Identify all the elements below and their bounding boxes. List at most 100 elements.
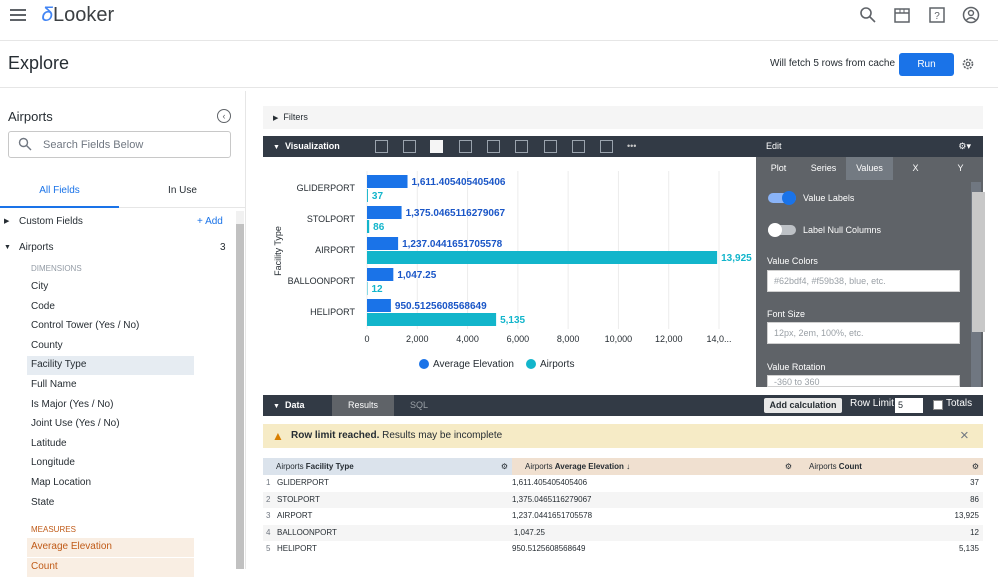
warning-icon: ▲ [272,429,284,443]
field-control-tower-yes-no[interactable]: Control Tower (Yes / No) [0,316,235,336]
category-label: HELIPORT [310,307,355,317]
tab-plot[interactable]: Plot [770,163,787,173]
bar-viz-icon[interactable] [430,140,443,153]
value-labels-toggle[interactable] [768,191,796,205]
cell-count: 12 [970,527,979,537]
add-calculation-button[interactable]: Add calculation [764,398,842,413]
field-code[interactable]: Code [0,297,235,317]
visualization-bar[interactable]: ▼ Visualization ••• [263,136,756,157]
field-search-input[interactable]: Search Fields Below [8,131,231,158]
field-city[interactable]: City [0,277,235,297]
field-label: Facility Type [31,359,87,371]
fetch-status: Will fetch 5 rows from cache [770,58,896,69]
field-label: Longitude [31,457,75,469]
dimensions-heading: DIMENSIONS [31,264,82,273]
totals-checkbox[interactable] [933,400,943,410]
tab-series[interactable]: Series [810,163,837,173]
run-button[interactable]: Run [899,53,954,76]
field-is-major-yes-no[interactable]: Is Major (Yes / No) [0,395,235,415]
sort-desc-icon: ↓ [626,462,631,471]
single-value-viz-icon[interactable] [600,140,613,153]
field-latitude[interactable]: Latitude [0,434,235,454]
looker-logo[interactable]: 𝛿Looker [42,4,115,26]
cell-facility-type: STOLPORT [277,494,320,504]
table-viz-icon[interactable] [375,140,388,153]
visualization-label: Visualization [284,141,340,151]
field-count[interactable]: Count [0,557,235,577]
tab-values[interactable]: Values [846,157,893,180]
row-number: 5 [266,544,271,553]
column-gear-icon[interactable]: ⚙ [971,462,979,471]
cell-count: 86 [970,494,979,504]
row-limit-warning: ▲ Row limit reached. Results may be inco… [263,424,983,448]
bar-average-elevation [367,268,394,281]
font-size-input[interactable]: 12px, 2em, 100%, etc. [767,322,960,344]
edit-panel-header: Edit ⚙▾ [756,136,983,157]
column-gear-icon[interactable]: ⚙ [784,462,792,471]
filters-section[interactable]: ▶ Filters [263,106,983,129]
field-full-name[interactable]: Full Name [0,375,235,395]
tab-sql[interactable]: SQL [410,400,429,410]
field-state[interactable]: State [0,493,235,513]
column-header-facility-type[interactable]: Airports Facility Type ⚙ [263,458,512,475]
tab-y[interactable]: Y [957,163,964,173]
search-icon[interactable] [859,6,877,24]
column-header-average-elevation[interactable]: Airports Average Elevation ↓ ⚙ [512,458,796,475]
field-label: Control Tower (Yes / No) [31,320,140,332]
table-row: 1 GLIDERPORT 1,611.405405405406 37 [263,475,983,491]
map-viz-icon[interactable] [572,140,585,153]
edit-gear-icon[interactable]: ⚙▾ [958,141,971,151]
field-label: Is Major (Yes / No) [31,398,114,410]
add-custom-field-button[interactable]: + Add [197,216,223,227]
table-row: 5 HELIPORT 950.5125608568649 5,135 [263,541,983,557]
label-null-columns-toggle[interactable] [768,223,796,237]
value-rotation-input[interactable]: -360 to 360 [767,375,960,387]
svg-text:?: ? [934,11,940,22]
settings-gear-icon[interactable] [961,57,975,71]
custom-fields-row[interactable]: ▶ Custom Fields + Add [0,212,235,232]
bar-airports [367,251,718,264]
field-label: Latitude [31,437,67,449]
row-number: 2 [266,494,271,504]
collapse-panel-icon[interactable]: ‹ [217,109,231,123]
row-limit-input[interactable]: 5 [895,398,923,413]
menu-icon[interactable] [10,9,26,21]
tab-results[interactable]: Results [332,395,394,416]
field-county[interactable]: County [0,336,235,356]
column-viz-icon[interactable] [403,140,416,153]
data-label: 950.5125608568649 [395,301,487,312]
category-label: STOLPORT [307,214,356,224]
field-facility-type[interactable]: Facility Type [0,355,235,375]
help-icon[interactable]: ? [928,6,946,24]
explore-name: Airports [8,109,53,124]
view-airports-row[interactable]: ▼ Airports 3 [0,238,235,258]
edit-panel-scrollbar[interactable] [971,182,985,387]
chevron-down-icon: ▼ [4,244,11,251]
data-label: 1,611.405405405406 [412,177,506,188]
view-label: Airports [19,242,54,253]
close-icon[interactable]: × [960,427,969,444]
tab-x[interactable]: X [912,163,919,173]
field-longitude[interactable]: Longitude [0,453,235,473]
account-icon[interactable] [962,6,980,24]
chevron-down-icon: ▼ [273,403,280,410]
field-label: City [31,281,49,292]
row-number: 4 [266,527,271,537]
tab-in-use[interactable]: In Use [119,180,246,208]
cell-average-elevation: 950.5125608568649 [512,544,586,553]
area-viz-icon[interactable] [515,140,528,153]
field-joint-use-yes-no[interactable]: Joint Use (Yes / No) [0,414,235,434]
column-gear-icon[interactable]: ⚙ [500,462,508,471]
marketplace-icon[interactable] [893,6,911,24]
line-viz-icon[interactable] [487,140,500,153]
value-colors-input[interactable]: #62bdf4, #f59b38, blue, etc. [767,270,960,292]
scrollbar-thumb[interactable] [236,224,244,569]
field-average-elevation[interactable]: Average Elevation [0,537,235,557]
field-map-location[interactable]: Map Location [0,473,235,493]
column-header-count[interactable]: Airports Count ⚙ [796,458,983,475]
x-tick-label: 10,000 [605,334,633,344]
more-viz-icon[interactable]: ••• [627,141,637,151]
scatter-viz-icon[interactable] [459,140,472,153]
pie-viz-icon[interactable] [544,140,557,153]
tab-all-fields[interactable]: All Fields [0,180,119,208]
